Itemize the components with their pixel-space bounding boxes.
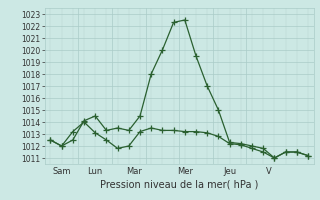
X-axis label: Pression niveau de la mer( hPa ): Pression niveau de la mer( hPa )	[100, 180, 258, 190]
